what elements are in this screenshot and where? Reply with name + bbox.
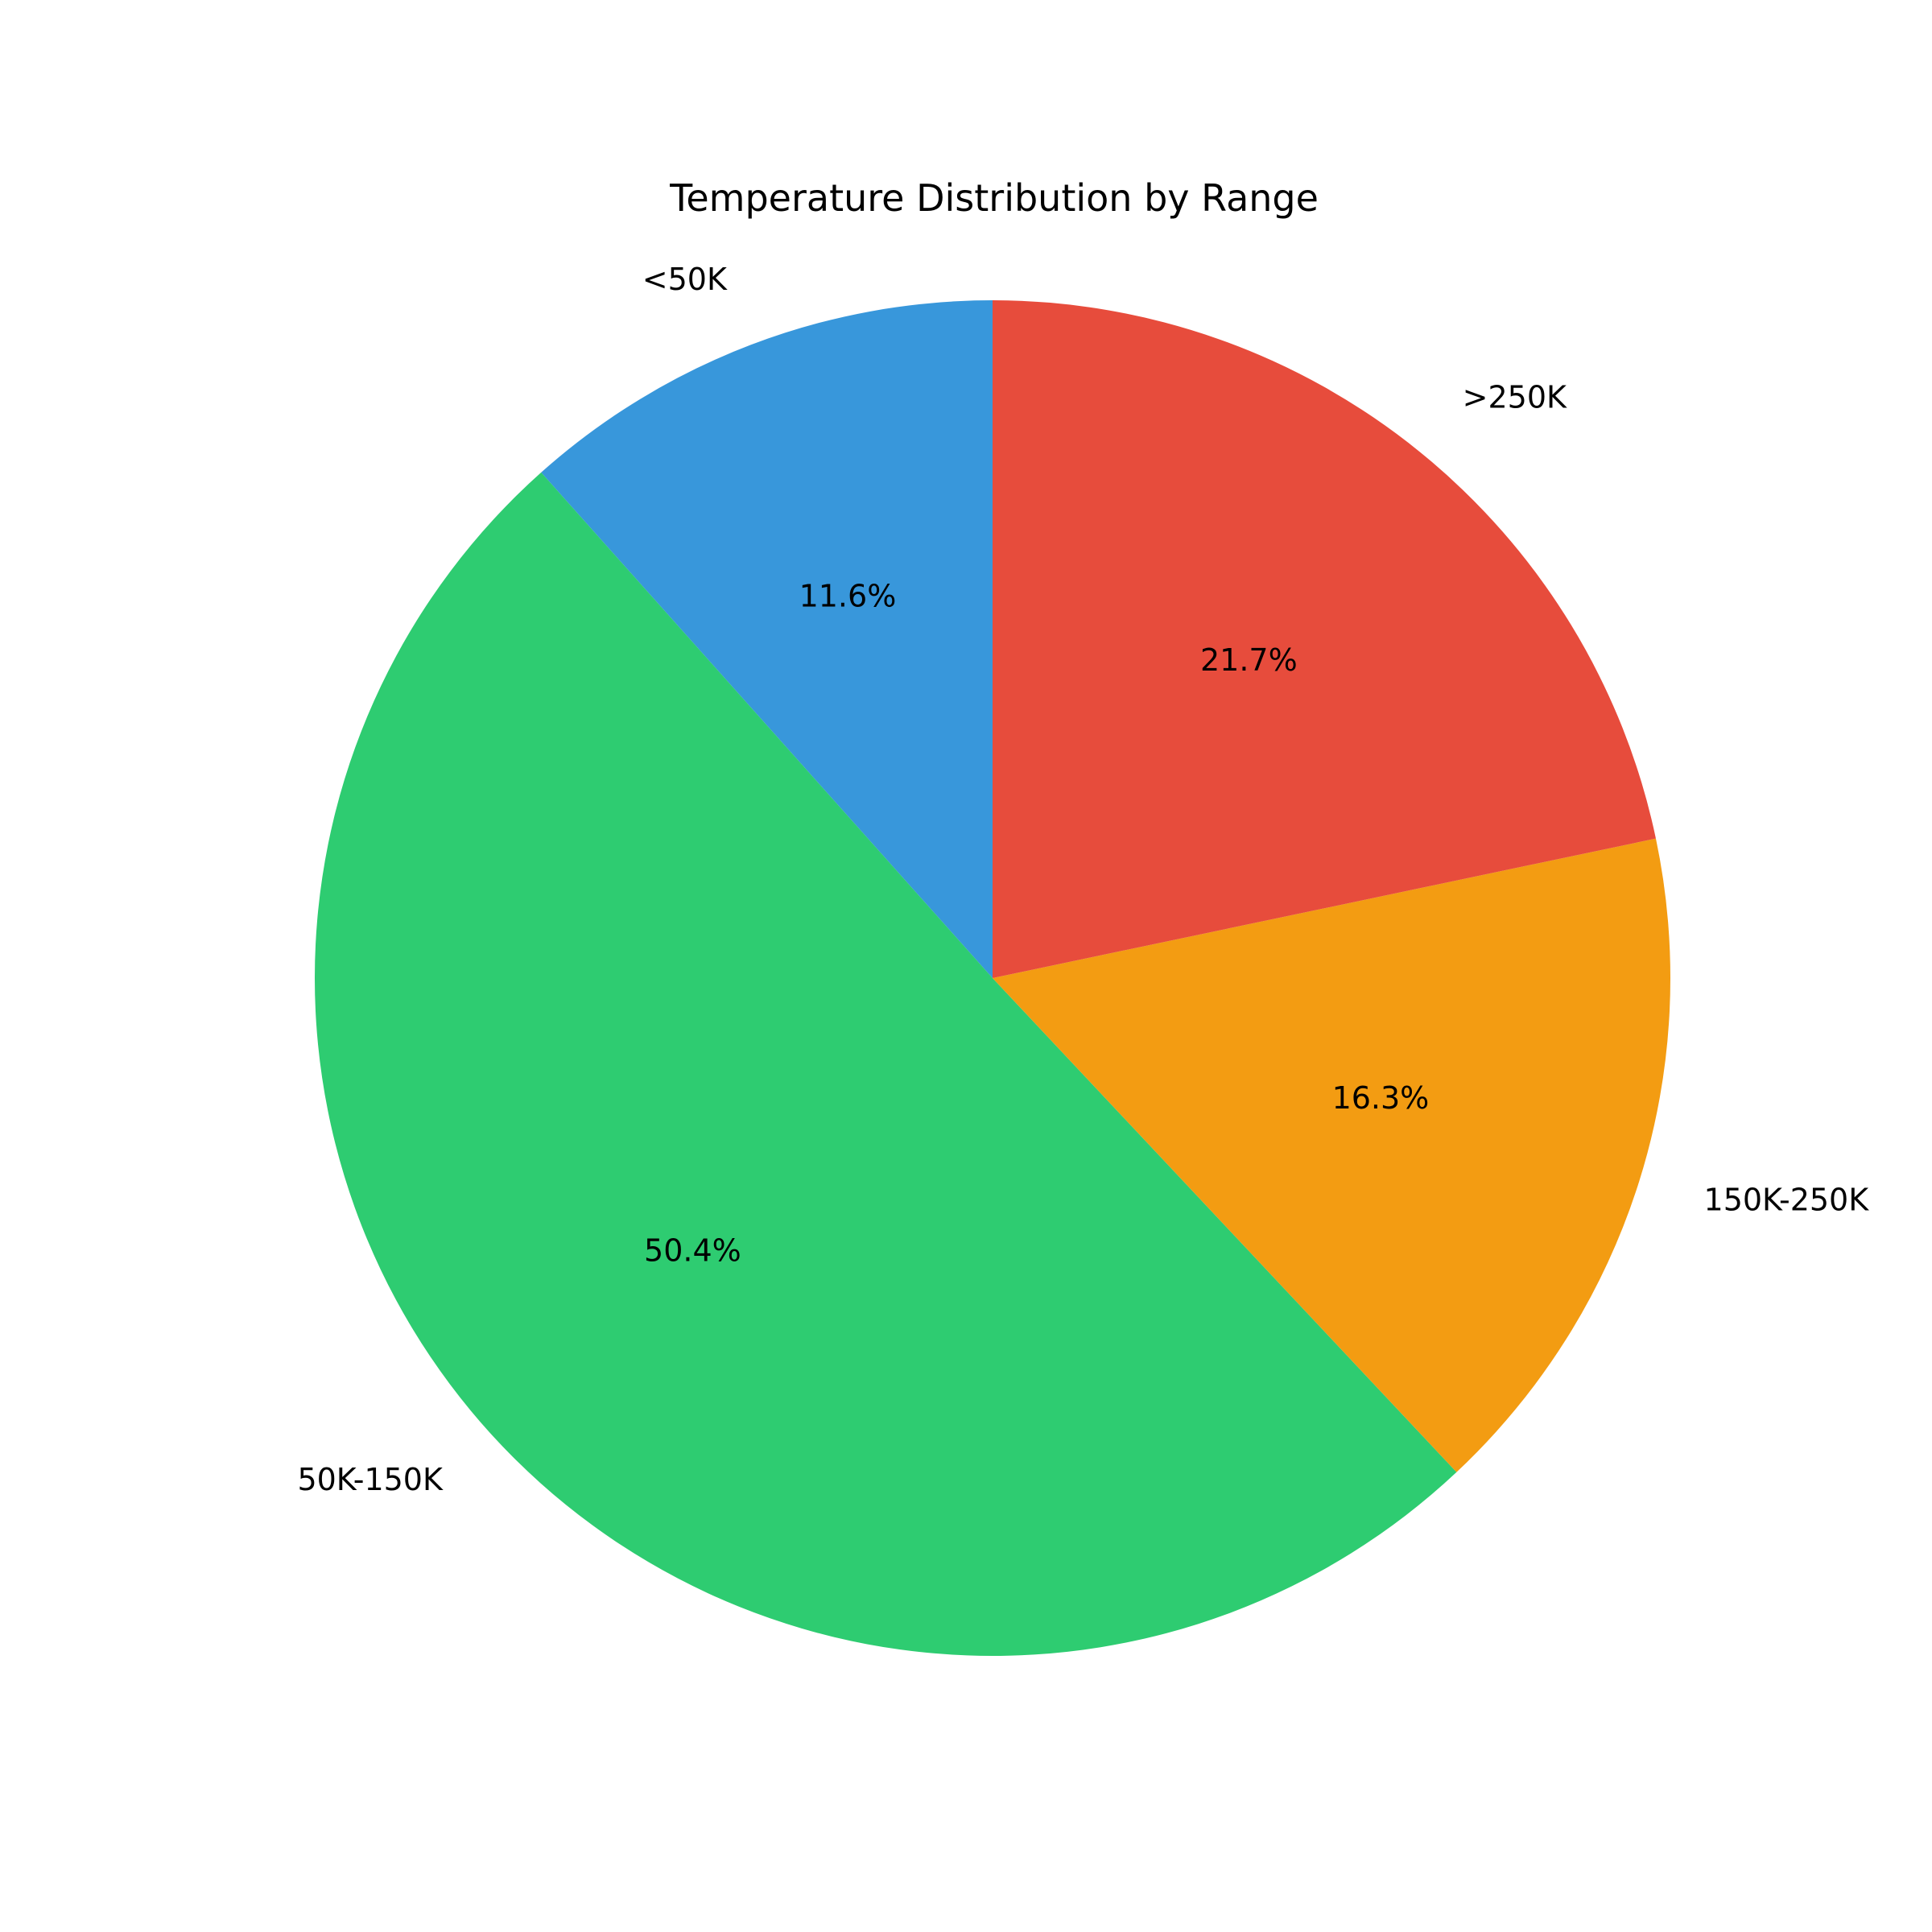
pie-slices	[314, 300, 1670, 1657]
slice-label-50k-150k: 50K-150K	[297, 1462, 444, 1497]
pct-label-gt-250k: 21.7%	[1200, 642, 1298, 678]
slice-label-150k-250k: 150K-250K	[1704, 1182, 1870, 1217]
slice-label-lt-50k: <50K	[642, 262, 728, 297]
pie-slice-50k-150k	[314, 472, 1457, 1657]
pct-label-50k-150k: 50.4%	[644, 1233, 741, 1269]
chart-title: Temperature Distribution by Range	[669, 176, 1319, 220]
pie-slice-gt-250k	[993, 300, 1656, 978]
pct-label-150k-250k: 16.3%	[1332, 1080, 1430, 1116]
pie-labels: <50K 11.6% 50K-150K 50.4% 150K-250K 16.3% >250…	[297, 262, 1869, 1497]
pie-slice-150k-250k	[993, 838, 1670, 1472]
pie-slice-lt-50k	[541, 300, 993, 978]
slice-label-gt-250k: >250K	[1463, 379, 1567, 415]
pct-label-lt-50k: 11.6%	[799, 578, 897, 613]
